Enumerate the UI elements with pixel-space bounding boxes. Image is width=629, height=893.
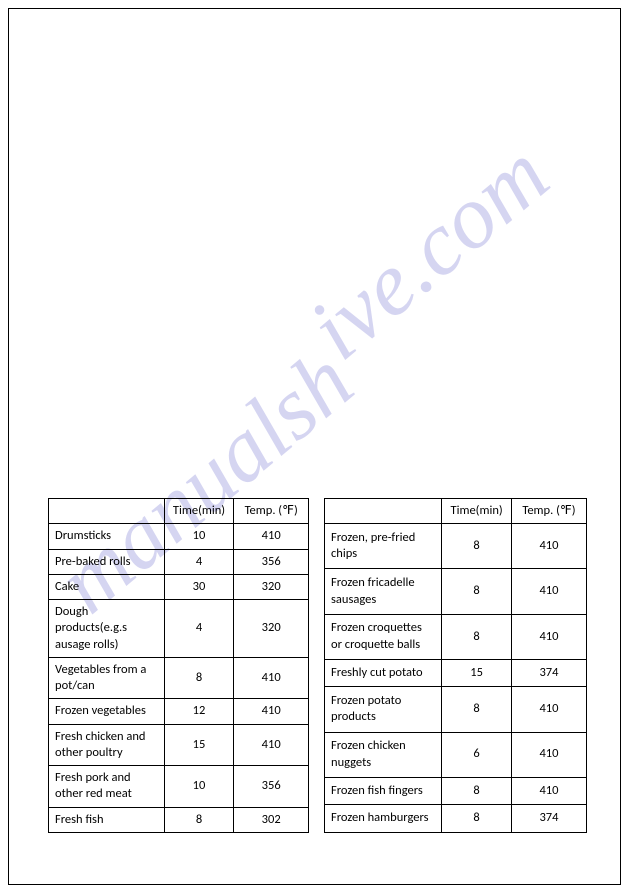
cell-temp: 374: [511, 805, 586, 833]
header-temp: Temp. (℉): [234, 499, 309, 524]
cell-time: 8: [164, 807, 234, 832]
tables-container: Time(min) Temp. (℉) Drumsticks 10 410 Pr…: [48, 498, 587, 833]
table-row: Fresh pork and other red meat 10 356: [49, 766, 309, 808]
cell-name: Fresh chicken and other poultry: [49, 724, 165, 766]
cell-name: Frozen fricadelle sausages: [325, 569, 442, 614]
cell-name: Cake: [49, 574, 165, 599]
header-time: Time(min): [442, 499, 512, 524]
cell-name: Dough products(e.g.s ausage rolls): [49, 600, 165, 658]
cell-time: 12: [164, 699, 234, 724]
cell-temp: 410: [234, 524, 309, 549]
table-header-row: Time(min) Temp. (℉): [325, 499, 587, 524]
table-row: Frozen potato products 8 410: [325, 687, 587, 732]
table-row: Frozen fricadelle sausages 8 410: [325, 569, 587, 614]
cell-temp: 410: [511, 614, 586, 659]
cell-name: Drumsticks: [49, 524, 165, 549]
table-row: Frozen, pre-fried chips 8 410: [325, 524, 587, 569]
cell-time: 10: [164, 766, 234, 808]
cell-time: 15: [442, 659, 512, 687]
header-time: Time(min): [164, 499, 234, 524]
table-row: Frozen croquettes or croquette balls 8 4…: [325, 614, 587, 659]
cell-time: 8: [442, 687, 512, 732]
table-row: Cake 30 320: [49, 574, 309, 599]
cell-time: 10: [164, 524, 234, 549]
cell-name: Frozen hamburgers: [325, 805, 442, 833]
cell-temp: 410: [511, 524, 586, 569]
header-name: [49, 499, 165, 524]
cell-name: Frozen fish fingers: [325, 777, 442, 805]
cell-time: 15: [164, 724, 234, 766]
cell-time: 8: [442, 805, 512, 833]
table-header-row: Time(min) Temp. (℉): [49, 499, 309, 524]
cell-temp: 410: [234, 657, 309, 699]
cell-name: Freshly cut potato: [325, 659, 442, 687]
table-row: Fresh fish 8 302: [49, 807, 309, 832]
cell-name: Frozen, pre-fried chips: [325, 524, 442, 569]
table-row: Freshly cut potato 15 374: [325, 659, 587, 687]
table-row: Drumsticks 10 410: [49, 524, 309, 549]
cell-temp: 356: [234, 766, 309, 808]
cooking-table-left: Time(min) Temp. (℉) Drumsticks 10 410 Pr…: [48, 498, 309, 833]
cell-name: Pre-baked rolls: [49, 549, 165, 574]
table-row: Pre-baked rolls 4 356: [49, 549, 309, 574]
cell-temp: 410: [511, 569, 586, 614]
table-row: Frozen fish fingers 8 410: [325, 777, 587, 805]
cell-name: Frozen chicken nuggets: [325, 732, 442, 777]
cell-temp: 356: [234, 549, 309, 574]
header-temp: Temp. (℉): [511, 499, 586, 524]
cell-name: Fresh pork and other red meat: [49, 766, 165, 808]
cell-name: Vegetables from a pot/can: [49, 657, 165, 699]
cell-time: 8: [442, 569, 512, 614]
cell-name: Fresh fish: [49, 807, 165, 832]
table-row: Dough products(e.g.s ausage rolls) 4 320: [49, 600, 309, 658]
cell-name: Frozen potato products: [325, 687, 442, 732]
cell-time: 6: [442, 732, 512, 777]
cell-temp: 410: [511, 777, 586, 805]
cell-temp: 302: [234, 807, 309, 832]
cell-name: Frozen vegetables: [49, 699, 165, 724]
cell-temp: 410: [511, 732, 586, 777]
cell-time: 4: [164, 549, 234, 574]
header-name: [325, 499, 442, 524]
cell-temp: 320: [234, 574, 309, 599]
cell-time: 30: [164, 574, 234, 599]
cell-name: Frozen croquettes or croquette balls: [325, 614, 442, 659]
cell-temp: 374: [511, 659, 586, 687]
table-row: Fresh chicken and other poultry 15 410: [49, 724, 309, 766]
cell-time: 8: [442, 524, 512, 569]
cell-temp: 410: [511, 687, 586, 732]
cell-time: 8: [442, 614, 512, 659]
cell-temp: 320: [234, 600, 309, 658]
table-row: Vegetables from a pot/can 8 410: [49, 657, 309, 699]
cell-time: 4: [164, 600, 234, 658]
cooking-table-right: Time(min) Temp. (℉) Frozen, pre-fried ch…: [324, 498, 587, 833]
cell-temp: 410: [234, 699, 309, 724]
cell-time: 8: [442, 777, 512, 805]
table-row: Frozen vegetables 12 410: [49, 699, 309, 724]
cell-temp: 410: [234, 724, 309, 766]
table-row: Frozen chicken nuggets 6 410: [325, 732, 587, 777]
table-row: Frozen hamburgers 8 374: [325, 805, 587, 833]
cell-time: 8: [164, 657, 234, 699]
